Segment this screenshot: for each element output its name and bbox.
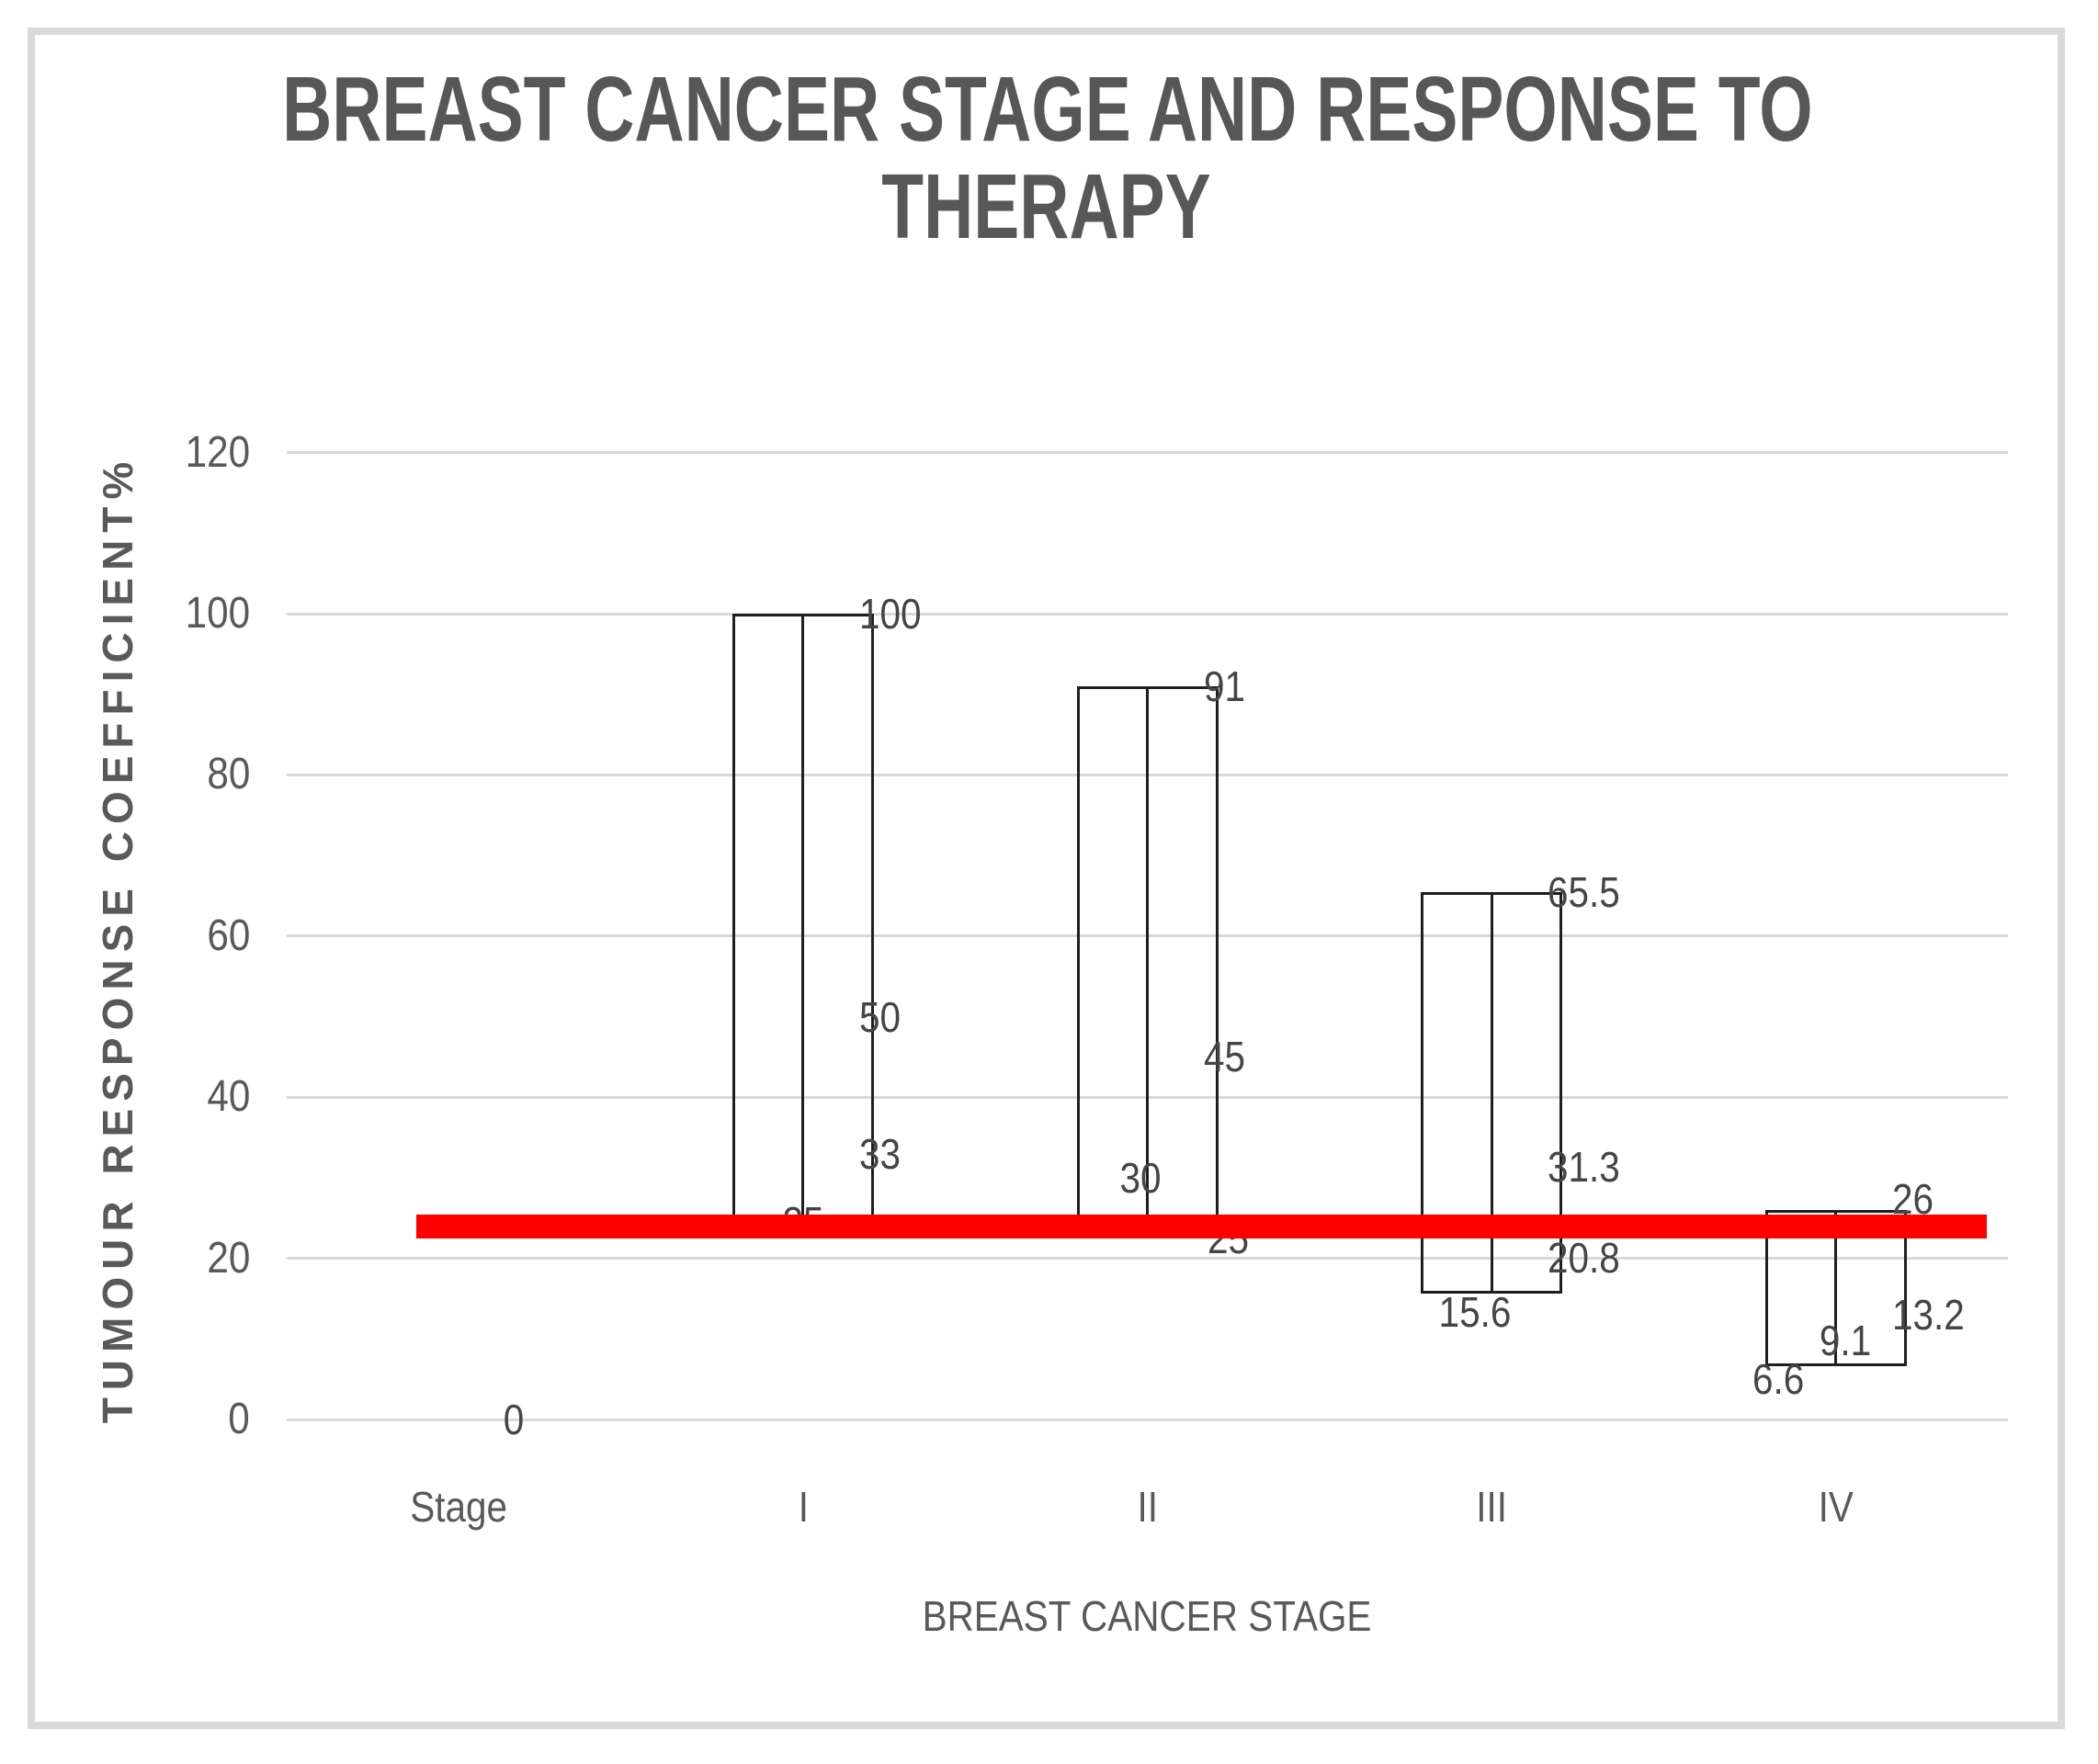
range-bar-midline-stage-III bbox=[1490, 891, 1493, 1295]
range-bar-midline-stage-I bbox=[801, 614, 805, 1218]
data-label-III-15.6: 15.6 bbox=[1438, 1288, 1512, 1337]
x-category-label-III: III bbox=[1476, 1483, 1507, 1531]
data-label-II-91: 91 bbox=[1203, 662, 1245, 710]
y-tick-label-40: 40 bbox=[207, 1072, 250, 1122]
data-label-III-65.5: 65.5 bbox=[1548, 867, 1620, 916]
x-axis-title: BREAST CANCER STAGE bbox=[922, 1592, 1372, 1640]
data-label-III-20.8: 20.8 bbox=[1548, 1233, 1620, 1282]
data-label-I-50: 50 bbox=[858, 992, 901, 1041]
y-tick-label-0: 0 bbox=[228, 1395, 250, 1443]
chart-title-line-1: BREAST CANCER STAGE AND RESPONSE TO bbox=[282, 58, 1813, 161]
x-category-label-II: II bbox=[1137, 1483, 1158, 1531]
data-label-IV-13.2: 13.2 bbox=[1891, 1291, 1965, 1340]
data-label-IV-9.1: 9.1 bbox=[1819, 1317, 1871, 1365]
gridline-y-120 bbox=[287, 451, 2008, 455]
gridline-y-20 bbox=[287, 1257, 2008, 1261]
data-label-I-100: 100 bbox=[858, 590, 922, 638]
y-tick-label-100: 100 bbox=[185, 589, 250, 638]
range-bar-midline-stage-II bbox=[1146, 685, 1149, 1218]
x-category-label-I: I bbox=[798, 1483, 809, 1531]
threshold-line bbox=[416, 1214, 1987, 1238]
data-label-I-33: 33 bbox=[858, 1129, 901, 1178]
chart-frame bbox=[28, 28, 2065, 1729]
x-category-label-Stage: Stage bbox=[410, 1483, 508, 1531]
y-tick-label-20: 20 bbox=[207, 1233, 250, 1283]
y-tick-label-60: 60 bbox=[207, 910, 250, 960]
data-label-III-31.3: 31.3 bbox=[1548, 1143, 1620, 1192]
chart-title-line-2: THERAPY bbox=[881, 155, 1211, 258]
y-tick-label-80: 80 bbox=[207, 750, 250, 799]
gridline-y-100 bbox=[287, 612, 2008, 616]
gridline-y-0 bbox=[287, 1418, 2008, 1421]
data-label-II-30: 30 bbox=[1118, 1153, 1162, 1202]
chart-title: BREAST CANCER STAGE AND RESPONSE TO THER… bbox=[282, 58, 1813, 258]
data-label-IV-6.6: 6.6 bbox=[1752, 1355, 1804, 1404]
range-bar-midline-stage-IV bbox=[1834, 1209, 1838, 1367]
y-tick-label-120: 120 bbox=[185, 427, 250, 477]
x-category-label-IV: IV bbox=[1818, 1483, 1854, 1531]
data-label-Stage-0: 0 bbox=[504, 1396, 525, 1443]
data-label-II-45: 45 bbox=[1203, 1033, 1245, 1081]
